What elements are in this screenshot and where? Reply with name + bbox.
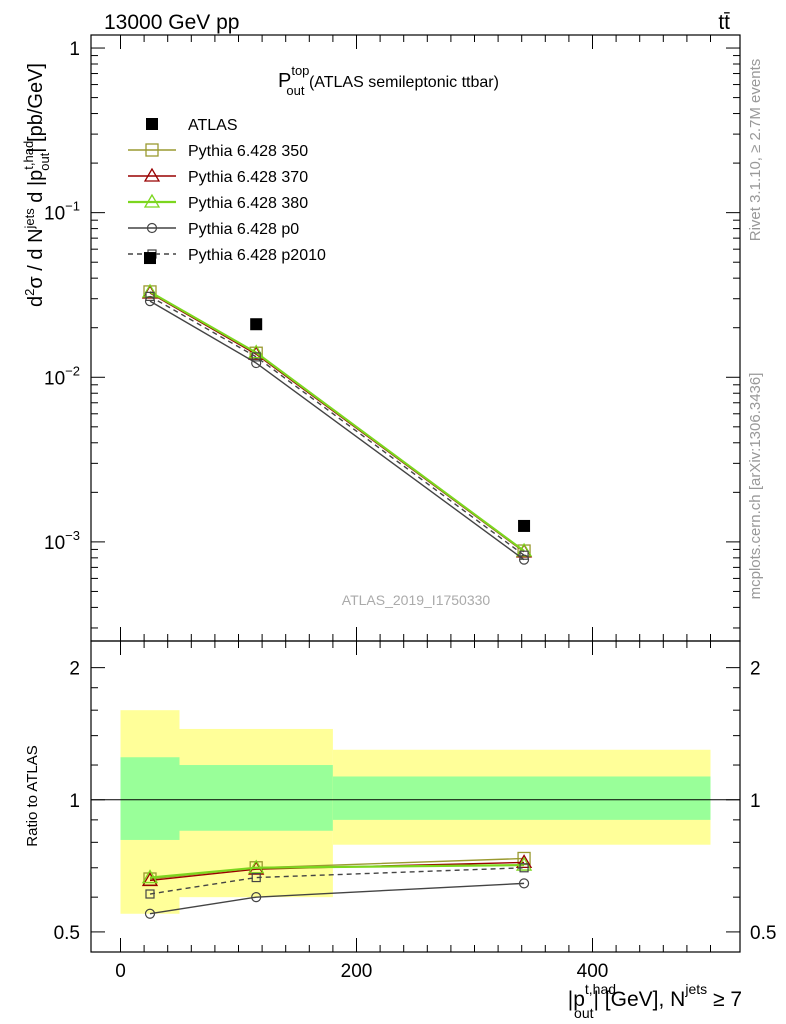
data-point bbox=[248, 344, 265, 359]
data-point bbox=[143, 167, 161, 182]
ratio-series-line bbox=[149, 861, 525, 882]
data-point bbox=[251, 872, 261, 883]
ratio-y-tick-label-right: 1 bbox=[750, 791, 761, 812]
ratio-band-inner bbox=[120, 757, 180, 840]
legend-label: Pythia 6.428 350 bbox=[188, 143, 308, 160]
tick-base: 10 bbox=[44, 533, 65, 554]
x-tick-labels: 0 200 400 bbox=[115, 961, 608, 982]
legend-entry: Pythia 6.428 370 bbox=[128, 167, 308, 186]
x-tick-label: 200 bbox=[341, 961, 373, 982]
tick-base: 1 bbox=[69, 39, 80, 60]
ratio-series-pythia-6-428-p0 bbox=[144, 878, 530, 919]
legend-label: Pythia 6.428 p0 bbox=[188, 221, 299, 238]
main-y-tick-label: 10−3 bbox=[44, 528, 80, 554]
ratio-series-pythia-6-428-p2010 bbox=[145, 863, 529, 899]
series-atlas bbox=[144, 252, 531, 532]
ratio-y-tick-label-right: 2 bbox=[750, 659, 761, 680]
tick-base: 10 bbox=[44, 204, 65, 225]
series-line bbox=[149, 291, 525, 552]
legend-entry: Pythia 6.428 350 bbox=[128, 143, 308, 160]
ratio-band-inner bbox=[332, 776, 711, 820]
x-tick-label: 0 bbox=[115, 961, 126, 982]
main-axis-ticks bbox=[91, 35, 740, 641]
ratio-plot-panel: 2 2 1 1 0.5 0.5 0 200 400 Ratio to ATLAS |pt,ha… bbox=[24, 640, 777, 1021]
series-pythia-6-428-p2010 bbox=[145, 291, 529, 560]
x-axis-label: |pt,had out| [GeV], Njets ≥ 7 bbox=[568, 981, 742, 1021]
data-point bbox=[518, 878, 530, 889]
energy-label: 13000 GeV pp bbox=[104, 11, 239, 34]
legend-label: Pythia 6.428 380 bbox=[188, 195, 308, 212]
data-point bbox=[248, 859, 265, 874]
tick-exponent: −1 bbox=[65, 199, 80, 214]
data-point bbox=[145, 143, 159, 157]
legend-label: Pythia 6.428 p2010 bbox=[188, 247, 326, 264]
data-point bbox=[515, 854, 533, 869]
main-y-tick-labels: 110−110−210−3 bbox=[44, 39, 80, 554]
data-point bbox=[518, 519, 531, 532]
main-y-tick-label: 1 bbox=[69, 39, 80, 60]
tick-base: 10 bbox=[44, 368, 65, 389]
ratio-y-tick-label-left: 0.5 bbox=[54, 923, 80, 944]
data-point bbox=[145, 291, 155, 301]
legend-label: Pythia 6.428 370 bbox=[188, 169, 308, 186]
legend: ATLAS Pythia 6.428 350 Pythia 6.428 370 Pyt… bbox=[128, 117, 326, 264]
legend-label: ATLAS bbox=[188, 117, 238, 134]
ratio-y-tick-label-right: 0.5 bbox=[750, 923, 776, 944]
ratio-plot-frame bbox=[90, 640, 741, 953]
main-data-series bbox=[141, 252, 533, 565]
data-point bbox=[251, 352, 261, 362]
data-point bbox=[519, 550, 529, 560]
legend-entry: Pythia 6.428 p2010 bbox=[128, 247, 326, 264]
legend-entry: ATLAS bbox=[146, 117, 238, 134]
data-point bbox=[517, 851, 531, 866]
ratio-y-tick-labels: 2 2 1 1 0.5 0.5 bbox=[54, 659, 777, 944]
tick-exponent: −2 bbox=[65, 363, 80, 378]
ratio-data-series bbox=[141, 851, 533, 919]
ratio-axis-ticks bbox=[91, 641, 740, 952]
source-label: mcplots.cern.ch [arXiv:1306.3436] bbox=[747, 373, 764, 600]
data-point bbox=[144, 908, 156, 919]
data-point bbox=[141, 872, 159, 887]
analysis-watermark: ATLAS_2019_I1750330 bbox=[342, 592, 491, 608]
ratio-uncertainty-bands bbox=[120, 710, 711, 914]
data-point bbox=[145, 889, 155, 899]
tick-exponent: −3 bbox=[65, 528, 80, 543]
series-line bbox=[149, 295, 525, 556]
series-line bbox=[149, 290, 525, 552]
data-point bbox=[146, 118, 158, 130]
ratio-y-tick-label-left: 1 bbox=[69, 791, 80, 812]
data-point bbox=[144, 252, 156, 265]
data-point bbox=[146, 222, 158, 234]
data-point bbox=[515, 542, 533, 557]
series-pythia-6-428-p0 bbox=[144, 296, 530, 565]
main-y-tick-label: 10−1 bbox=[44, 199, 80, 225]
ratio-y-axis-label: Ratio to ATLAS bbox=[24, 745, 41, 846]
data-point bbox=[519, 863, 529, 873]
data-point bbox=[251, 357, 262, 369]
main-y-axis-label: d2σ / d Njets d |pt,hadout| [pb/GeV] bbox=[21, 63, 52, 307]
main-y-tick-label: 10−2 bbox=[44, 363, 80, 389]
x-tick-label: 400 bbox=[577, 961, 609, 982]
series-line bbox=[149, 300, 525, 561]
main-plot-panel: 110−110−210−3 d2σ / d Njets d |pt,hadout… bbox=[21, 34, 741, 642]
legend-entry: Pythia 6.428 p0 bbox=[128, 221, 299, 238]
rivet-version-label: Rivet 3.1.10, ≥ 2.7M events bbox=[747, 59, 764, 242]
series-pythia-6-428-370 bbox=[141, 284, 533, 558]
data-point bbox=[143, 193, 161, 208]
ratio-band-inner bbox=[179, 765, 333, 831]
data-point bbox=[251, 892, 262, 903]
data-point bbox=[141, 869, 159, 884]
data-point bbox=[250, 318, 263, 331]
ratio-y-tick-label-left: 2 bbox=[69, 659, 80, 680]
main-plot-title: Ptop out (ATLAS semileptonic ttbar) bbox=[278, 63, 499, 98]
ratio-series-line bbox=[149, 882, 525, 915]
legend-entry: Pythia 6.428 380 bbox=[128, 193, 308, 212]
process-label: tt̄ bbox=[718, 11, 730, 34]
ratio-series-line bbox=[149, 863, 525, 879]
